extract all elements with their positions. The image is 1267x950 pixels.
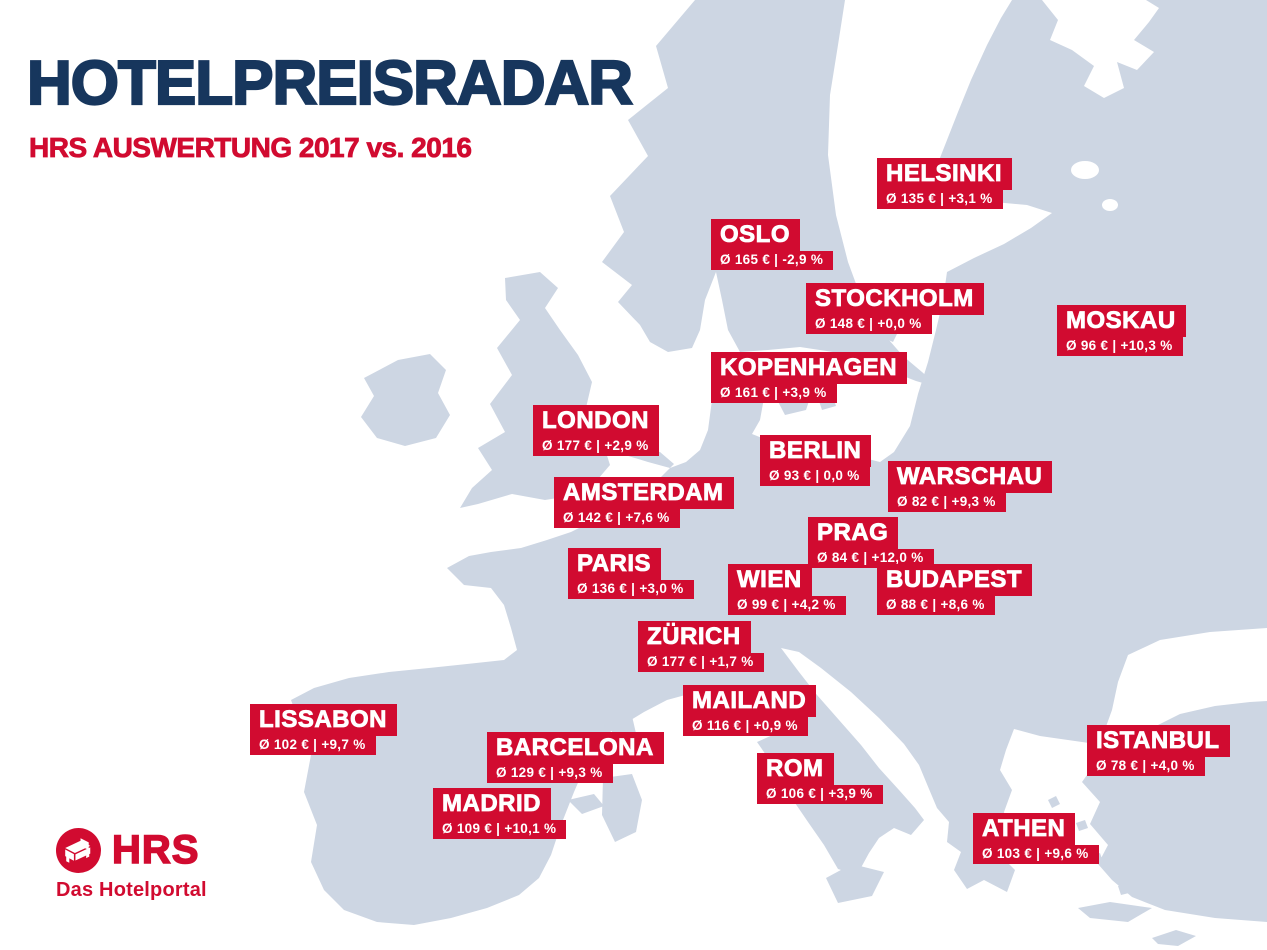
city-price-change: Ø 161 € | +3,9 % bbox=[711, 384, 837, 403]
logo-tagline: Das Hotelportal bbox=[56, 879, 207, 901]
lake-onega bbox=[1102, 199, 1118, 211]
city-label-barcelona: BARCELONA Ø 129 € | +9,3 % bbox=[487, 732, 664, 783]
bed-icon bbox=[56, 828, 101, 873]
city-price-change: Ø 136 € | +3,0 % bbox=[568, 580, 694, 599]
island-mallorca bbox=[568, 794, 604, 814]
city-name: BARCELONA bbox=[487, 732, 664, 764]
city-label-budapest: BUDAPEST Ø 88 € | +8,6 % bbox=[877, 564, 1033, 615]
city-price-change: Ø 177 € | +2,9 % bbox=[533, 437, 659, 456]
city-name: PRAG bbox=[808, 517, 899, 549]
city-name: STOCKHOLM bbox=[806, 283, 984, 315]
city-label-paris: PARIS Ø 136 € | +3,0 % bbox=[568, 548, 694, 599]
city-name: HELSINKI bbox=[877, 158, 1013, 190]
city-price-change: Ø 88 € | +8,6 % bbox=[877, 596, 995, 615]
island-sardinia bbox=[602, 774, 642, 842]
city-name: LISSABON bbox=[250, 704, 398, 736]
city-label-istanbul: ISTANBUL Ø 78 € | +4,0 % bbox=[1087, 725, 1230, 776]
city-label-kopenhagen: KOPENHAGEN Ø 161 € | +3,9 % bbox=[711, 352, 908, 403]
city-label-moskau: MOSKAU Ø 96 € | +10,3 % bbox=[1057, 305, 1186, 356]
city-name: BERLIN bbox=[760, 435, 872, 467]
island-rhodes bbox=[1118, 883, 1133, 895]
city-label-amsterdam: AMSTERDAM Ø 142 € | +7,6 % bbox=[554, 477, 734, 528]
city-name: MADRID bbox=[433, 788, 551, 820]
city-price-change: Ø 135 € | +3,1 % bbox=[877, 190, 1003, 209]
finnish-lake bbox=[926, 68, 950, 126]
island-sicily bbox=[826, 864, 884, 903]
island-cyprus bbox=[1152, 930, 1196, 946]
lake-ladoga bbox=[1071, 161, 1099, 179]
city-price-change: Ø 106 € | +3,9 % bbox=[757, 785, 883, 804]
city-label-stockholm: STOCKHOLM Ø 148 € | +0,0 % bbox=[806, 283, 984, 334]
landmass-britain bbox=[460, 272, 610, 508]
city-price-change: Ø 116 € | +0,9 % bbox=[683, 717, 808, 736]
city-name: OSLO bbox=[711, 219, 801, 251]
city-name: KOPENHAGEN bbox=[711, 352, 908, 384]
city-label-lissabon: LISSABON Ø 102 € | +9,7 % bbox=[250, 704, 398, 755]
hrs-logo: HRS Das Hotelportal bbox=[56, 827, 207, 902]
city-name: BUDAPEST bbox=[877, 564, 1033, 596]
city-label-mailand: MAILAND Ø 116 € | +0,9 % bbox=[683, 685, 817, 736]
city-name: AMSTERDAM bbox=[554, 477, 734, 509]
city-label-warschau: WARSCHAU Ø 82 € | +9,3 % bbox=[888, 461, 1053, 512]
page-subtitle: HRS AUSWERTUNG 2017 vs. 2016 bbox=[29, 132, 473, 164]
logo-brand-text: HRS bbox=[111, 827, 200, 873]
white-sea bbox=[1042, 0, 1159, 98]
city-label-rom: ROM Ø 106 € | +3,9 % bbox=[757, 753, 883, 804]
city-price-change: Ø 177 € | +1,7 % bbox=[638, 653, 764, 672]
city-price-change: Ø 165 € | -2,9 % bbox=[711, 251, 834, 270]
island-aegean-2 bbox=[1076, 820, 1088, 831]
city-price-change: Ø 142 € | +7,6 % bbox=[554, 509, 680, 528]
island-aegean-1 bbox=[1048, 796, 1060, 808]
city-name: WIEN bbox=[728, 564, 812, 596]
city-price-change: Ø 84 € | +12,0 % bbox=[808, 549, 934, 568]
city-name: PARIS bbox=[568, 548, 662, 580]
island-menorca bbox=[608, 788, 620, 796]
city-name: WARSCHAU bbox=[888, 461, 1053, 493]
city-label-berlin: BERLIN Ø 93 € | 0,0 % bbox=[760, 435, 872, 486]
city-price-change: Ø 93 € | 0,0 % bbox=[760, 467, 870, 486]
city-name: MAILAND bbox=[683, 685, 817, 717]
city-name: ZÜRICH bbox=[638, 621, 751, 653]
city-label-helsinki: HELSINKI Ø 135 € | +3,1 % bbox=[877, 158, 1013, 209]
city-label-wien: WIEN Ø 99 € | +4,2 % bbox=[728, 564, 846, 615]
city-label-oslo: OSLO Ø 165 € | -2,9 % bbox=[711, 219, 834, 270]
city-name: ISTANBUL bbox=[1087, 725, 1230, 757]
city-label-madrid: MADRID Ø 109 € | +10,1 % bbox=[433, 788, 567, 839]
city-price-change: Ø 129 € | +9,3 % bbox=[487, 764, 613, 783]
city-label-athen: ATHEN Ø 103 € | +9,6 % bbox=[973, 813, 1099, 864]
city-price-change: Ø 82 € | +9,3 % bbox=[888, 493, 1006, 512]
city-label-zürich: ZÜRICH Ø 177 € | +1,7 % bbox=[638, 621, 764, 672]
city-price-change: Ø 103 € | +9,6 % bbox=[973, 845, 1099, 864]
city-price-change: Ø 109 € | +10,1 % bbox=[433, 820, 567, 839]
city-name: LONDON bbox=[533, 405, 659, 437]
city-name: ROM bbox=[757, 753, 834, 785]
page-title: HOTELPREISRADAR bbox=[26, 48, 634, 119]
city-price-change: Ø 96 € | +10,3 % bbox=[1057, 337, 1183, 356]
city-price-change: Ø 102 € | +9,7 % bbox=[250, 736, 376, 755]
city-label-london: LONDON Ø 177 € | +2,9 % bbox=[533, 405, 659, 456]
landmass-ireland bbox=[361, 354, 450, 446]
city-price-change: Ø 78 € | +4,0 % bbox=[1087, 757, 1205, 776]
city-price-change: Ø 148 € | +0,0 % bbox=[806, 315, 932, 334]
city-name: MOSKAU bbox=[1057, 305, 1186, 337]
city-name: ATHEN bbox=[973, 813, 1076, 845]
city-label-prag: PRAG Ø 84 € | +12,0 % bbox=[808, 517, 934, 568]
city-price-change: Ø 99 € | +4,2 % bbox=[728, 596, 846, 615]
island-crete bbox=[1078, 902, 1152, 922]
